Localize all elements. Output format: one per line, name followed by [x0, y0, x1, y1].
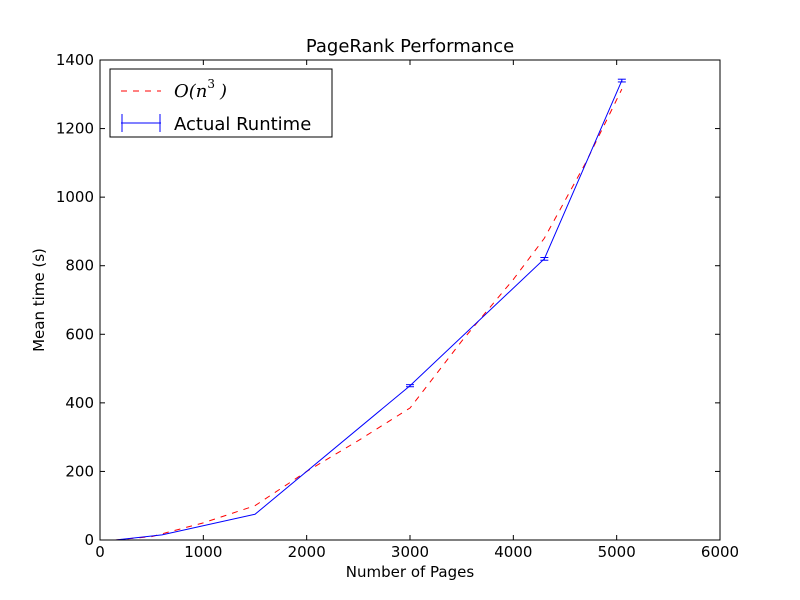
x-tick-label: 3000 — [391, 543, 429, 561]
axis-ticks: 0 1000 2000 3000 4000 5000 6000 0 200 400 600 800 10… — [56, 51, 739, 561]
y-tick-label: 1400 — [56, 51, 94, 69]
y-tick-label: 1200 — [56, 120, 94, 138]
y-tick-label: 800 — [65, 257, 94, 275]
series-line-actual-runtime — [115, 80, 623, 541]
legend-swatch-actual — [121, 114, 161, 132]
y-tick-label: 400 — [65, 394, 94, 412]
y-tick-label: 200 — [65, 462, 94, 480]
legend-label-cubic-prefix: O(n — [174, 81, 207, 102]
error-bar — [540, 256, 549, 261]
legend-label-cubic-suffix: ) — [219, 81, 227, 102]
y-axis-label: Mean time (s) — [30, 248, 48, 352]
x-tick-label: 2000 — [288, 543, 326, 561]
x-tick-label: 4000 — [494, 543, 532, 561]
axes-frame — [99, 59, 721, 541]
x-tick-label: 6000 — [701, 543, 739, 561]
plot-area — [115, 78, 626, 541]
y-tick-label: 0 — [84, 531, 94, 549]
y-tick-label: 600 — [65, 325, 94, 343]
x-tick-label: 5000 — [598, 543, 636, 561]
legend-label-actual: Actual Runtime — [174, 114, 311, 135]
x-tick-label: 1000 — [184, 543, 222, 561]
chart-title: PageRank Performance — [306, 36, 514, 57]
y-tick-label: 1000 — [56, 188, 94, 206]
legend-frame — [109, 68, 333, 138]
legend-label-cubic-exponent: 3 — [207, 77, 215, 91]
x-axis-label: Number of Pages — [346, 563, 475, 581]
error-bar — [617, 78, 626, 83]
x-tick-label: 0 — [95, 543, 105, 561]
error-bar — [406, 384, 414, 388]
legend-label-cubic: O(n3) — [174, 77, 227, 102]
legend: O(n3) Actual Runtime — [109, 68, 333, 138]
